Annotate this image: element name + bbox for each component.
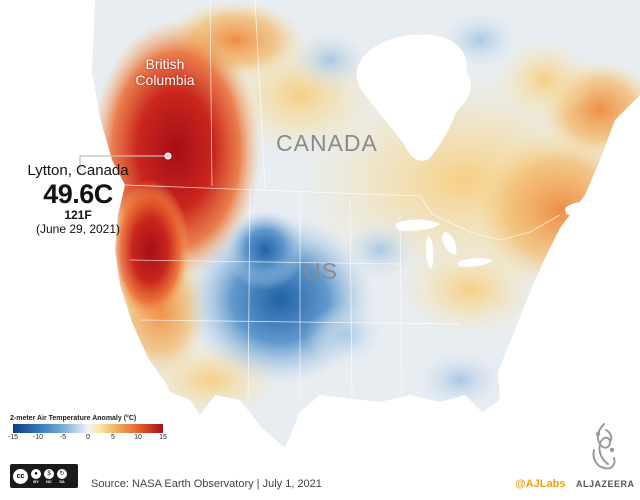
nc-label: NC xyxy=(46,478,52,484)
region-label-british-columbia: British Columbia xyxy=(135,56,195,88)
callout-leader-line xyxy=(79,152,172,170)
great-lake-erie-ontario xyxy=(458,257,492,267)
borders xyxy=(124,0,561,401)
creative-commons-badge: cc ● BY $ NC ↻ SA xyxy=(10,464,78,488)
by-icon: ● xyxy=(31,468,41,479)
source-credit: Source: NASA Earth Observatory | July 1,… xyxy=(91,478,322,490)
by-label: BY xyxy=(33,478,39,484)
gulf-of-st-lawrence xyxy=(565,202,598,216)
great-lake-huron xyxy=(442,232,457,255)
color-legend: 2-meter Air Temperature Anomaly (°C) -15… xyxy=(8,415,167,443)
temperature-callout: Lytton, Canada 49.6C 121F (June 29, 2021… xyxy=(14,162,142,237)
hudson-bay xyxy=(356,34,471,161)
sa-label: SA xyxy=(59,478,65,484)
legend-tick-label: 0 xyxy=(86,434,90,441)
aljazeera-logo-icon xyxy=(592,423,616,470)
legend-title: 2-meter Air Temperature Anomaly (°C) xyxy=(10,415,137,422)
legend-tick-label: -10 xyxy=(32,434,44,441)
legend-tick-label: 5 xyxy=(111,434,115,441)
country-label-canada: CANADA xyxy=(276,130,378,156)
legend-color-bar xyxy=(13,424,163,433)
legend-tick-label: 15 xyxy=(159,434,167,441)
legend-ticks: -15 -10 -5 0 5 10 15 xyxy=(8,433,167,443)
great-lake-superior xyxy=(395,219,440,231)
legend-tick-label: -15 xyxy=(7,434,19,441)
callout-temp-celsius: 49.6C xyxy=(43,179,113,209)
callout-date: (June 29, 2021) xyxy=(35,222,121,236)
ajlabs-handle: @AJLabs xyxy=(515,478,566,490)
sa-icon: ↻ xyxy=(57,468,67,479)
cc-icon: cc xyxy=(13,468,28,484)
callout-temp-fahrenheit: 121F xyxy=(64,208,92,222)
legend-tick-label: -5 xyxy=(59,434,67,441)
lytton-marker xyxy=(164,152,172,160)
country-label-us: US xyxy=(304,258,338,284)
great-lake-michigan xyxy=(425,236,434,269)
nc-icon: $ xyxy=(44,468,54,479)
legend-tick-label: 10 xyxy=(134,434,142,441)
aljazeera-wordmark: ALJAZEERA xyxy=(576,479,635,489)
callout-place: Lytton, Canada xyxy=(27,162,129,179)
